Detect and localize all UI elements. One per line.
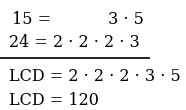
- Text: LCD = 2 · 2 · 2 · 3 · 5: LCD = 2 · 2 · 2 · 3 · 5: [9, 68, 181, 85]
- Text: LCD = 120: LCD = 120: [9, 92, 99, 109]
- Text: 3 · 5: 3 · 5: [108, 11, 144, 28]
- Text: 15 =: 15 =: [12, 11, 51, 28]
- Text: 24 = 2 · 2 · 2 · 3: 24 = 2 · 2 · 2 · 3: [9, 34, 140, 51]
